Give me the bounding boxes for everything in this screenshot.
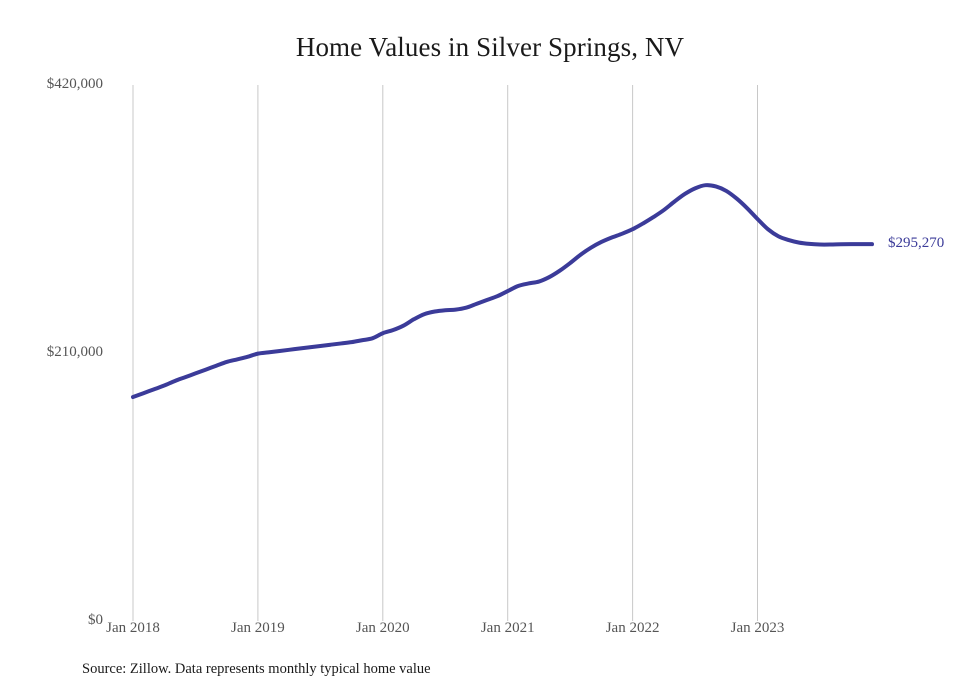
x-tick-label: Jan 2023 (730, 620, 785, 636)
x-tick-label: Jan 2022 (605, 620, 660, 636)
x-tick-label: Jan 2021 (480, 620, 535, 636)
x-tick-label: Jan 2018 (106, 620, 160, 636)
chart-title: Home Values in Silver Springs, NV (295, 32, 685, 62)
x-tick-label: Jan 2020 (355, 620, 410, 636)
source-note: Source: Zillow. Data represents monthly … (82, 661, 431, 677)
y-axis-tick-labels: $0 $210,000 $420,000 (0, 0, 103, 699)
y-tick-label: $420,000 (46, 76, 103, 92)
endpoint-value-label: $295,270 (888, 235, 945, 252)
vertical-gridlines (132, 85, 759, 621)
home-value-line-series (131, 183, 874, 400)
y-tick-label: $0 (88, 612, 103, 628)
y-tick-label: $210,000 (46, 344, 103, 360)
x-tick-label: Jan 2019 (231, 620, 285, 636)
